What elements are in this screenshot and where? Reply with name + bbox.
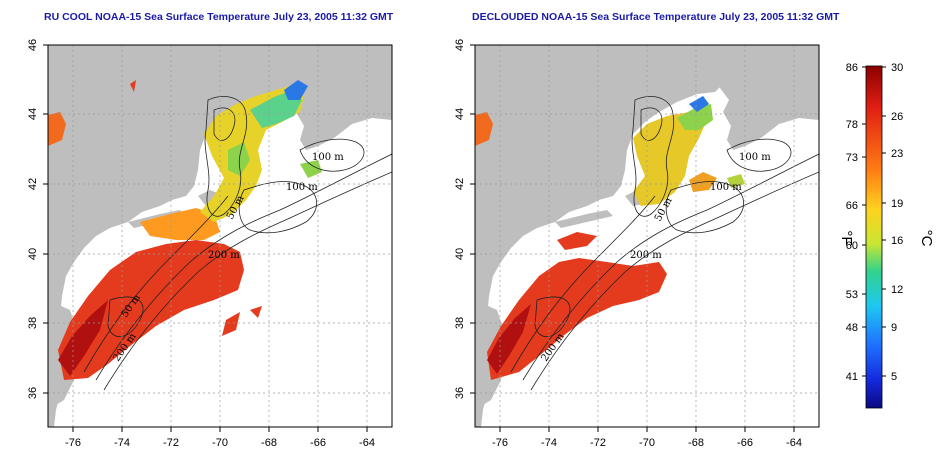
right-y-tick-labels: 46 44 42 40 38 36 — [454, 39, 466, 399]
left-map-title: RU COOL NOAA-15 Sea Surface Temperature … — [44, 11, 394, 23]
y-tick-label: 46 — [27, 39, 39, 51]
x-tick-label: -74 — [114, 437, 130, 449]
right-grid — [475, 45, 819, 427]
fahrenheit-tick: 53 — [846, 289, 858, 301]
fahrenheit-tick: 86 — [846, 62, 858, 74]
celsius-tick: 12 — [891, 284, 903, 296]
contour-label: 100 m — [710, 182, 742, 193]
left-map-panel: 100 m 100 m 50 m 200 m 200 m 50 m — [47, 44, 393, 428]
sst-patch — [250, 306, 262, 318]
sst-cold-patch — [284, 80, 308, 100]
colorbar: 86 78 73 66 60 53 48 41 30 26 23 19 16 1… — [838, 62, 935, 409]
right-x-tick-labels: -76 -74 -72 -70 -68 -66 -64 — [492, 437, 802, 449]
x-tick-label: -64 — [786, 437, 802, 449]
celsius-tick: 19 — [891, 198, 903, 210]
y-tick-label: 36 — [27, 387, 39, 399]
sst-cool-patch — [300, 160, 322, 178]
fahrenheit-tick: 60 — [846, 240, 858, 252]
y-tick-label: 38 — [454, 317, 466, 329]
sst-patch — [140, 208, 220, 240]
y-tick-label: 38 — [27, 317, 39, 329]
y-tick-label: 42 — [454, 178, 466, 190]
sst-cool-patch — [677, 104, 713, 130]
celsius-tick: 9 — [891, 322, 897, 334]
y-tick-label: 46 — [454, 39, 466, 51]
sst-patch — [475, 112, 493, 146]
sst-mid-gulf — [633, 112, 707, 206]
x-tick-label: -64 — [359, 437, 375, 449]
sst-cold-patch — [689, 96, 709, 112]
celsius-tick: 26 — [891, 111, 903, 123]
celsius-tick: 5 — [891, 371, 897, 383]
sst-patch — [557, 232, 597, 250]
x-tick-label: -72 — [590, 437, 606, 449]
y-tick-label: 44 — [454, 108, 466, 120]
right-map-panel: 100 m 100 m 50 m 200 m 200 m — [474, 44, 820, 428]
x-tick-label: -68 — [261, 437, 277, 449]
sst-hot-estuary — [58, 300, 108, 376]
x-tick-label: -66 — [310, 437, 326, 449]
right-map-title: DECLOUDED NOAA-15 Sea Surface Temperatur… — [472, 11, 840, 23]
left-axis-ticks — [43, 44, 368, 432]
celsius-tick: 16 — [891, 235, 903, 247]
x-tick-label: -76 — [492, 437, 508, 449]
celsius-tick: 30 — [891, 62, 903, 74]
fahrenheit-tick: 73 — [846, 152, 858, 164]
left-grid — [48, 45, 392, 427]
x-tick-label: -76 — [65, 437, 81, 449]
celsius-tick: 23 — [891, 148, 903, 160]
contour-label: 200 m — [630, 250, 662, 261]
fahrenheit-tick: 48 — [846, 322, 858, 334]
fahrenheit-tick: 41 — [846, 371, 858, 383]
y-tick-label: 42 — [27, 178, 39, 190]
sst-warm-shelf — [487, 258, 667, 380]
contour-label: 100 m — [312, 152, 344, 163]
colorbar-gradient — [865, 65, 883, 409]
x-tick-label: -68 — [688, 437, 704, 449]
sst-hot-estuary — [487, 304, 531, 374]
contour-label: 100 m — [286, 182, 318, 193]
x-tick-label: -74 — [541, 437, 557, 449]
fahrenheit-label: °F — [838, 230, 855, 245]
y-tick-label: 40 — [27, 248, 39, 260]
x-tick-label: -72 — [163, 437, 179, 449]
y-tick-label: 40 — [454, 248, 466, 260]
sst-cool-patch — [228, 142, 250, 176]
sst-warm-shelf — [58, 240, 244, 380]
fahrenheit-tick: 78 — [846, 119, 858, 131]
contour-label: 200 m — [208, 250, 240, 261]
sst-patch — [222, 312, 240, 336]
y-tick-label: 44 — [27, 108, 39, 120]
sst-patch — [130, 80, 136, 92]
sst-cool-patch — [727, 174, 745, 188]
right-axis-ticks — [470, 44, 795, 432]
celsius-label: °C — [918, 230, 935, 247]
x-tick-label: -70 — [639, 437, 655, 449]
fahrenheit-tick: 66 — [846, 200, 858, 212]
sst-patch — [48, 112, 66, 146]
y-tick-label: 36 — [454, 387, 466, 399]
left-y-tick-labels: 46 44 42 40 38 36 — [27, 39, 39, 399]
contour-label: 100 m — [739, 152, 771, 163]
left-x-tick-labels: -76 -74 -72 -70 -68 -66 -64 — [65, 437, 375, 449]
x-tick-label: -70 — [212, 437, 228, 449]
x-tick-label: -66 — [737, 437, 753, 449]
